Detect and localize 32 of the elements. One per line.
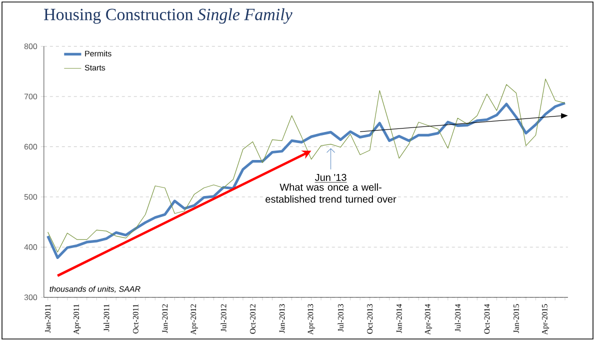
y-tick-label: 500 <box>24 194 38 200</box>
x-tick-label: Apr-2013 <box>308 304 315 335</box>
chart-title: Housing Construction Single Family <box>44 8 292 24</box>
legend-label: Permits <box>85 50 112 56</box>
y-tick-label: 700 <box>24 94 38 100</box>
x-tick-label: Jan-2011 <box>45 304 51 333</box>
line-series <box>46 102 566 259</box>
annotation: thousands of units, SAAR <box>50 286 140 293</box>
annotation: Jun '13 <box>314 174 346 181</box>
x-tick-label: Jan-2013 <box>279 304 285 334</box>
x-tick-label: Jul-2012 <box>220 304 226 332</box>
x-tick-label: Oct-2011 <box>132 304 138 334</box>
x-tick-label: Jan-2015 <box>514 304 519 334</box>
x-tick-label: Oct-2012 <box>250 304 256 334</box>
x-tick-label: Apr-2014 <box>424 304 432 335</box>
x-tick-label: Jul-2011 <box>104 304 110 332</box>
x-tick-label: Apr-2011 <box>74 304 81 334</box>
line-series <box>48 78 566 252</box>
legend-label: Starts <box>84 64 106 70</box>
x-tick-label: Jan-2012 <box>162 304 168 334</box>
x-tick-label: Jul-2013 <box>338 304 344 332</box>
x-tick-label: Oct-2014 <box>484 304 490 334</box>
x-tick-label: Oct-2013 <box>367 304 373 334</box>
y-tick-label: 300 <box>24 294 38 300</box>
y-tick-label: 400 <box>24 244 38 250</box>
x-tick-label: Jul-2014 <box>454 304 460 332</box>
y-tick-label: 800 <box>24 43 38 50</box>
annotation: What was once a well-established trend turned over <box>266 183 396 203</box>
x-tick-label: Jan-2014 <box>396 304 402 334</box>
x-tick-label: Apr-2015 <box>542 304 549 335</box>
x-tick-label: Apr-2012 <box>190 304 198 335</box>
y-tick-label: 600 <box>24 144 38 150</box>
